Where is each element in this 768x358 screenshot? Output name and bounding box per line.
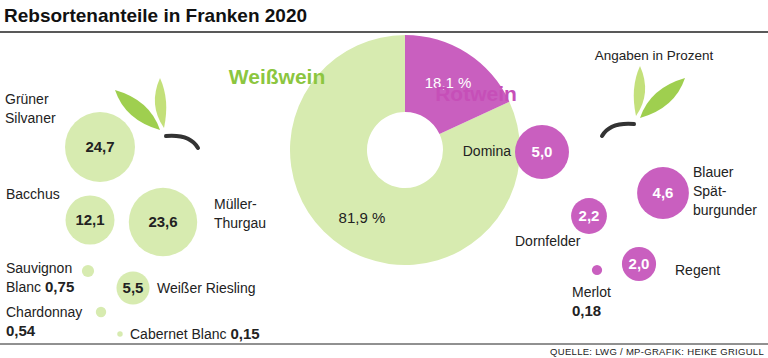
bubble	[515, 125, 569, 179]
decoration-stem	[166, 136, 198, 148]
data-label: 5,5	[123, 279, 144, 296]
source: QUELLE: LWG / MP-GRAFIK: HEIKE GRIGULL	[550, 346, 764, 357]
category-label: Domina	[463, 143, 511, 159]
category-label-line: Sauvignon	[6, 260, 72, 276]
decoration-leaf	[640, 78, 685, 118]
data-label: 2,0	[629, 255, 650, 272]
category-label: Merlot	[572, 284, 611, 300]
category-label: Müller- Thurgau	[214, 196, 266, 231]
data-label: 0,15	[231, 325, 260, 342]
decoration-stem	[602, 124, 634, 136]
data-label: 0,75	[45, 278, 74, 295]
bubble	[82, 265, 94, 277]
category-label-line: Grüner	[5, 91, 49, 107]
category-label-line: Regent	[675, 262, 720, 278]
decoration-leaf	[155, 78, 166, 128]
data-label: 4,6	[653, 184, 674, 201]
bubble	[116, 271, 149, 304]
footer-rule	[0, 344, 768, 345]
bubble	[622, 247, 656, 281]
data-label: 5,0	[532, 143, 553, 160]
title-rule	[0, 31, 768, 33]
bubble	[96, 307, 106, 317]
category-label-line: Bacchus	[6, 186, 60, 202]
data-label: 0,54	[6, 322, 36, 339]
category-label-line: Merlot	[572, 284, 611, 300]
category-label-line: Blauer	[693, 164, 734, 180]
category-label: Bacchus	[6, 186, 60, 202]
category-label-line: Blanc	[6, 279, 41, 295]
data-label: 12,1	[75, 211, 104, 228]
title: Rebsortenanteile in Franken 2020	[4, 5, 307, 26]
category-label-line: Dornfelder	[515, 233, 581, 249]
category-label-line: Müller-	[214, 196, 257, 212]
category-label-line: Spät-	[693, 183, 727, 199]
category-label: Dornfelder	[515, 233, 581, 249]
category-label-line: Thurgau	[214, 215, 266, 231]
category-label: Chardonnay	[6, 304, 82, 320]
data-label: 0,18	[572, 302, 601, 319]
data-label: 24,7	[85, 138, 114, 155]
bubble-chart: Domina 5,0 Blauer Spät-burgunder 4,6 Dornfeld…	[463, 125, 757, 319]
category-label: Weißer Riesling	[157, 280, 256, 296]
bubble	[571, 198, 607, 234]
category-label: Regent	[675, 262, 720, 278]
bubble-chart: Grüner Silvaner 24,7 Bacchus 12,1 Müller- Thur…	[5, 91, 266, 342]
data-label: 23,6	[148, 213, 177, 230]
category-label: Cabernet Blanc	[130, 326, 227, 342]
chart-root: Rebsortenanteile in Franken 2020 QUELLE: …	[0, 0, 768, 358]
category-label-line: Silvaner	[5, 110, 56, 126]
bubble	[592, 265, 602, 275]
bubble	[65, 112, 135, 182]
bubble	[117, 331, 122, 336]
category-label-line: Weißer Riesling	[157, 280, 256, 296]
category-label: Grüner Silvaner	[5, 91, 56, 126]
bubble	[129, 188, 197, 256]
category-label-line: Chardonnay	[6, 304, 82, 320]
bubble	[637, 167, 689, 219]
category-label-line: burgunder	[693, 202, 757, 218]
category-label-line: Cabernet Blanc	[130, 326, 227, 342]
donut-chart: 81,9 %18,1 %WeißweinRotwein	[229, 35, 520, 265]
note: Angaben in Prozent	[595, 48, 714, 63]
category-label: Blauer Spät-burgunder	[693, 164, 757, 218]
decoration-leaf	[634, 66, 645, 116]
category-header: Weißwein	[229, 65, 325, 88]
decoration-leaves	[602, 66, 685, 136]
data-label: 81,9 %	[339, 209, 386, 226]
bubble	[66, 196, 115, 245]
category-label-line: Domina	[463, 143, 511, 159]
category-header: Rotwein	[435, 82, 517, 105]
data-label: 2,2	[579, 207, 600, 224]
